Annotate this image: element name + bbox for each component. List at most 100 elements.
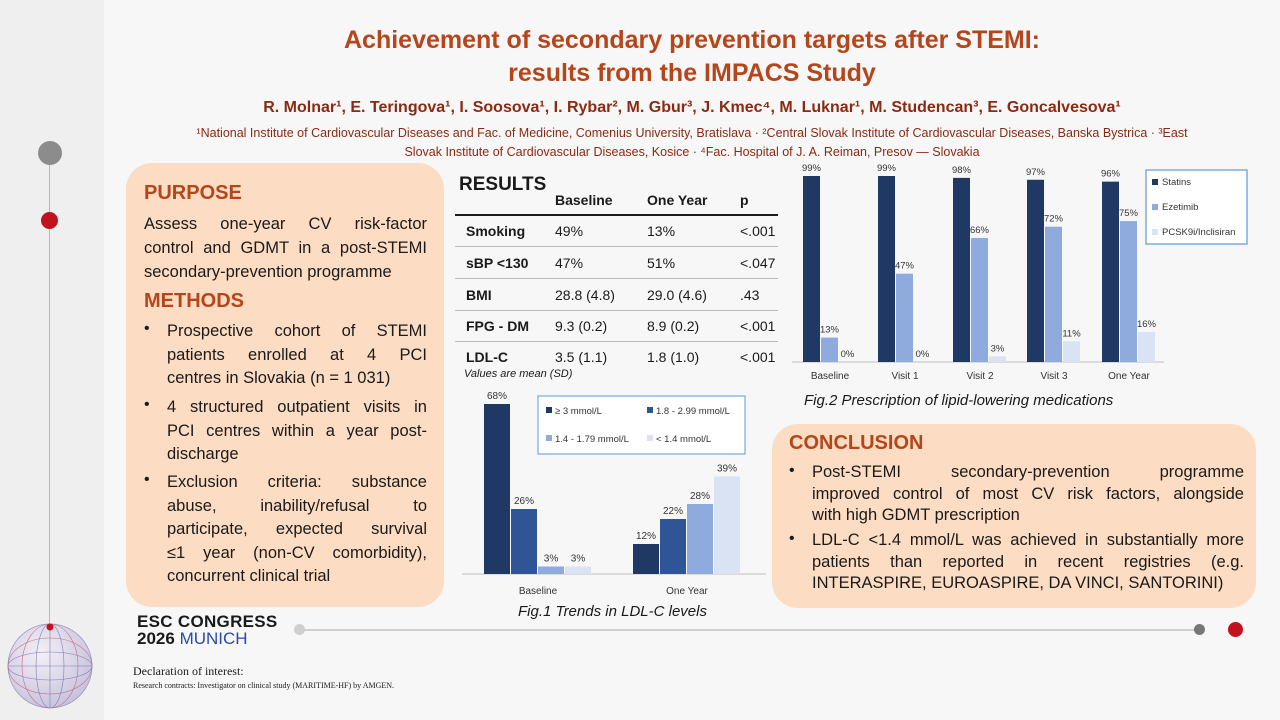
bar [633,544,659,574]
data-label: 3% [571,554,586,565]
data-label: 0% [841,349,855,360]
declaration-title: Declaration of interest: [133,664,244,678]
category-label: Baseline [811,371,850,382]
cell-baseline: 3.5 (1.1) [555,349,608,365]
data-label: 66% [970,225,990,236]
col-header-one-year: One Year [647,192,708,208]
bar [1102,181,1119,362]
data-label: 39% [717,464,737,475]
conclusion-heading: CONCLUSION [789,432,924,454]
footer-dot-light [294,624,305,635]
bullet-line: INTERASPIRE, EUROASPIRE, DA VINCI, SANTO… [812,574,1224,592]
bullet-icon: • [789,530,795,547]
fig2-lipid-chart: 99% 13% 0% Baseline 99% 47% 0% Visit 1 98% 66% 3% V… [792,164,1248,382]
conclusion-bullet-2: LDL-C <1.4 mmol/L was achieved in substa… [812,530,1244,595]
bullet-line: participate, expected survival [167,520,427,538]
affiliations-line1: ¹National Institute of Cardiovascular Di… [196,126,1188,140]
bar [1138,331,1155,362]
cell-one-year: 29.0 (4.6) [647,287,707,303]
affiliations-line2: Slovak Institute of Cardiovascular Disea… [404,145,980,159]
fig2-caption: Fig.2 Prescription of lipid-lowering med… [804,392,1114,409]
cell-p: <.001 [740,318,776,334]
legend-swatch [647,435,653,441]
cell-one-year: 51% [647,255,676,271]
cell-p: .43 [740,287,760,303]
legend-swatch [1152,179,1158,185]
bar [511,509,537,574]
row-label: BMI [466,287,492,303]
data-label: 22% [663,506,683,517]
cell-p: <.047 [740,255,776,271]
bullet-line: Prospective cohort of STEMI [167,322,427,340]
data-label: 16% [1137,319,1157,330]
data-label: 28% [690,491,710,502]
bar [896,273,913,362]
legend-swatch [546,435,552,441]
bar [1027,179,1044,362]
row-label: FPG - DM [466,318,529,334]
data-label: 26% [514,496,534,507]
decor-dot-red [41,212,58,229]
declaration-text: Research contracts: Investigator on clin… [133,681,395,690]
bullet-line: improved control of most CV risk factors… [812,484,1244,503]
bar [1120,221,1137,362]
row-divider [455,246,778,247]
cell-p: <.001 [740,349,776,365]
cell-one-year: 1.8 (1.0) [647,349,700,365]
authors: R. Molnar¹, E. Teringova¹, I. Soosova¹, … [263,99,1121,116]
decor-line [49,165,50,212]
purpose-methods-card [126,163,444,607]
bullet-line: LDL-C <1.4 mmol/L was achieved in substa… [812,531,1244,549]
globe-logo-icon [7,623,93,709]
data-label: 99% [802,164,822,174]
poster-title-line2: results from the IMPACS Study [508,59,876,87]
bullet-line: with high GDMT prescription [812,506,1020,524]
row-divider [455,278,778,279]
data-label: 3% [991,343,1005,354]
legend-label: Ezetimib [1162,202,1198,213]
bullet-line: PCI centres within a year post- [167,421,427,440]
legend-label: ≥ 3 mmol/L [555,406,602,417]
bar [803,176,820,362]
cell-baseline: 49% [555,223,584,239]
legend-label: 1.8 - 2.99 mmol/L [656,406,730,417]
left-decor-strip [0,0,104,720]
category-label: One Year [1108,371,1150,382]
legend-label: Statins [1162,177,1191,188]
congress-year-city: 2026 MUNICH [137,629,248,649]
col-header-p: p [740,192,749,208]
cell-baseline: 28.8 (4.8) [555,287,615,303]
bar [989,356,1006,362]
bar [538,566,564,574]
cell-one-year: 13% [647,223,676,239]
methods-bullet-1: Prospective cohort of STEMI patients enr… [167,320,427,391]
cell-baseline: 47% [555,255,584,271]
row-divider [455,341,778,342]
methods-bullet-2: 4 structured outpatient visits in PCI ce… [167,396,427,467]
bar [821,337,838,362]
purpose-text: Assess one-year CV risk-factor control a… [144,212,427,284]
bar [687,504,713,574]
legend-swatch [1152,204,1158,210]
data-label: 13% [820,325,840,336]
purpose-line: control and GDMT in a post-STEMI [144,239,427,257]
cell-one-year: 8.9 (0.2) [647,318,700,334]
bullet-icon: • [789,462,795,479]
row-label: sBP <130 [466,255,529,271]
data-label: 98% [952,165,972,176]
bar [971,238,988,362]
purpose-line: secondary-prevention programme [144,263,392,281]
bullet-line: Post-STEMI secondary-prevention programm… [812,463,1244,481]
congress-year: 2026 [137,629,175,648]
category-label: Visit 3 [1040,371,1067,382]
bullet-line: abuse, inability/refusal to [167,496,427,515]
bar [878,176,895,362]
congress-name: ESC CONGRESS [137,612,278,631]
affiliations: ¹National Institute of Cardiovascular Di… [160,124,1224,162]
results-heading: RESULTS [459,174,547,195]
table-note: Values are mean (SD) [464,368,573,380]
bullet-icon: • [144,471,150,488]
footer-divider [300,629,1196,631]
col-header-baseline: Baseline [555,192,613,208]
footer-dot-gray [1194,624,1205,635]
